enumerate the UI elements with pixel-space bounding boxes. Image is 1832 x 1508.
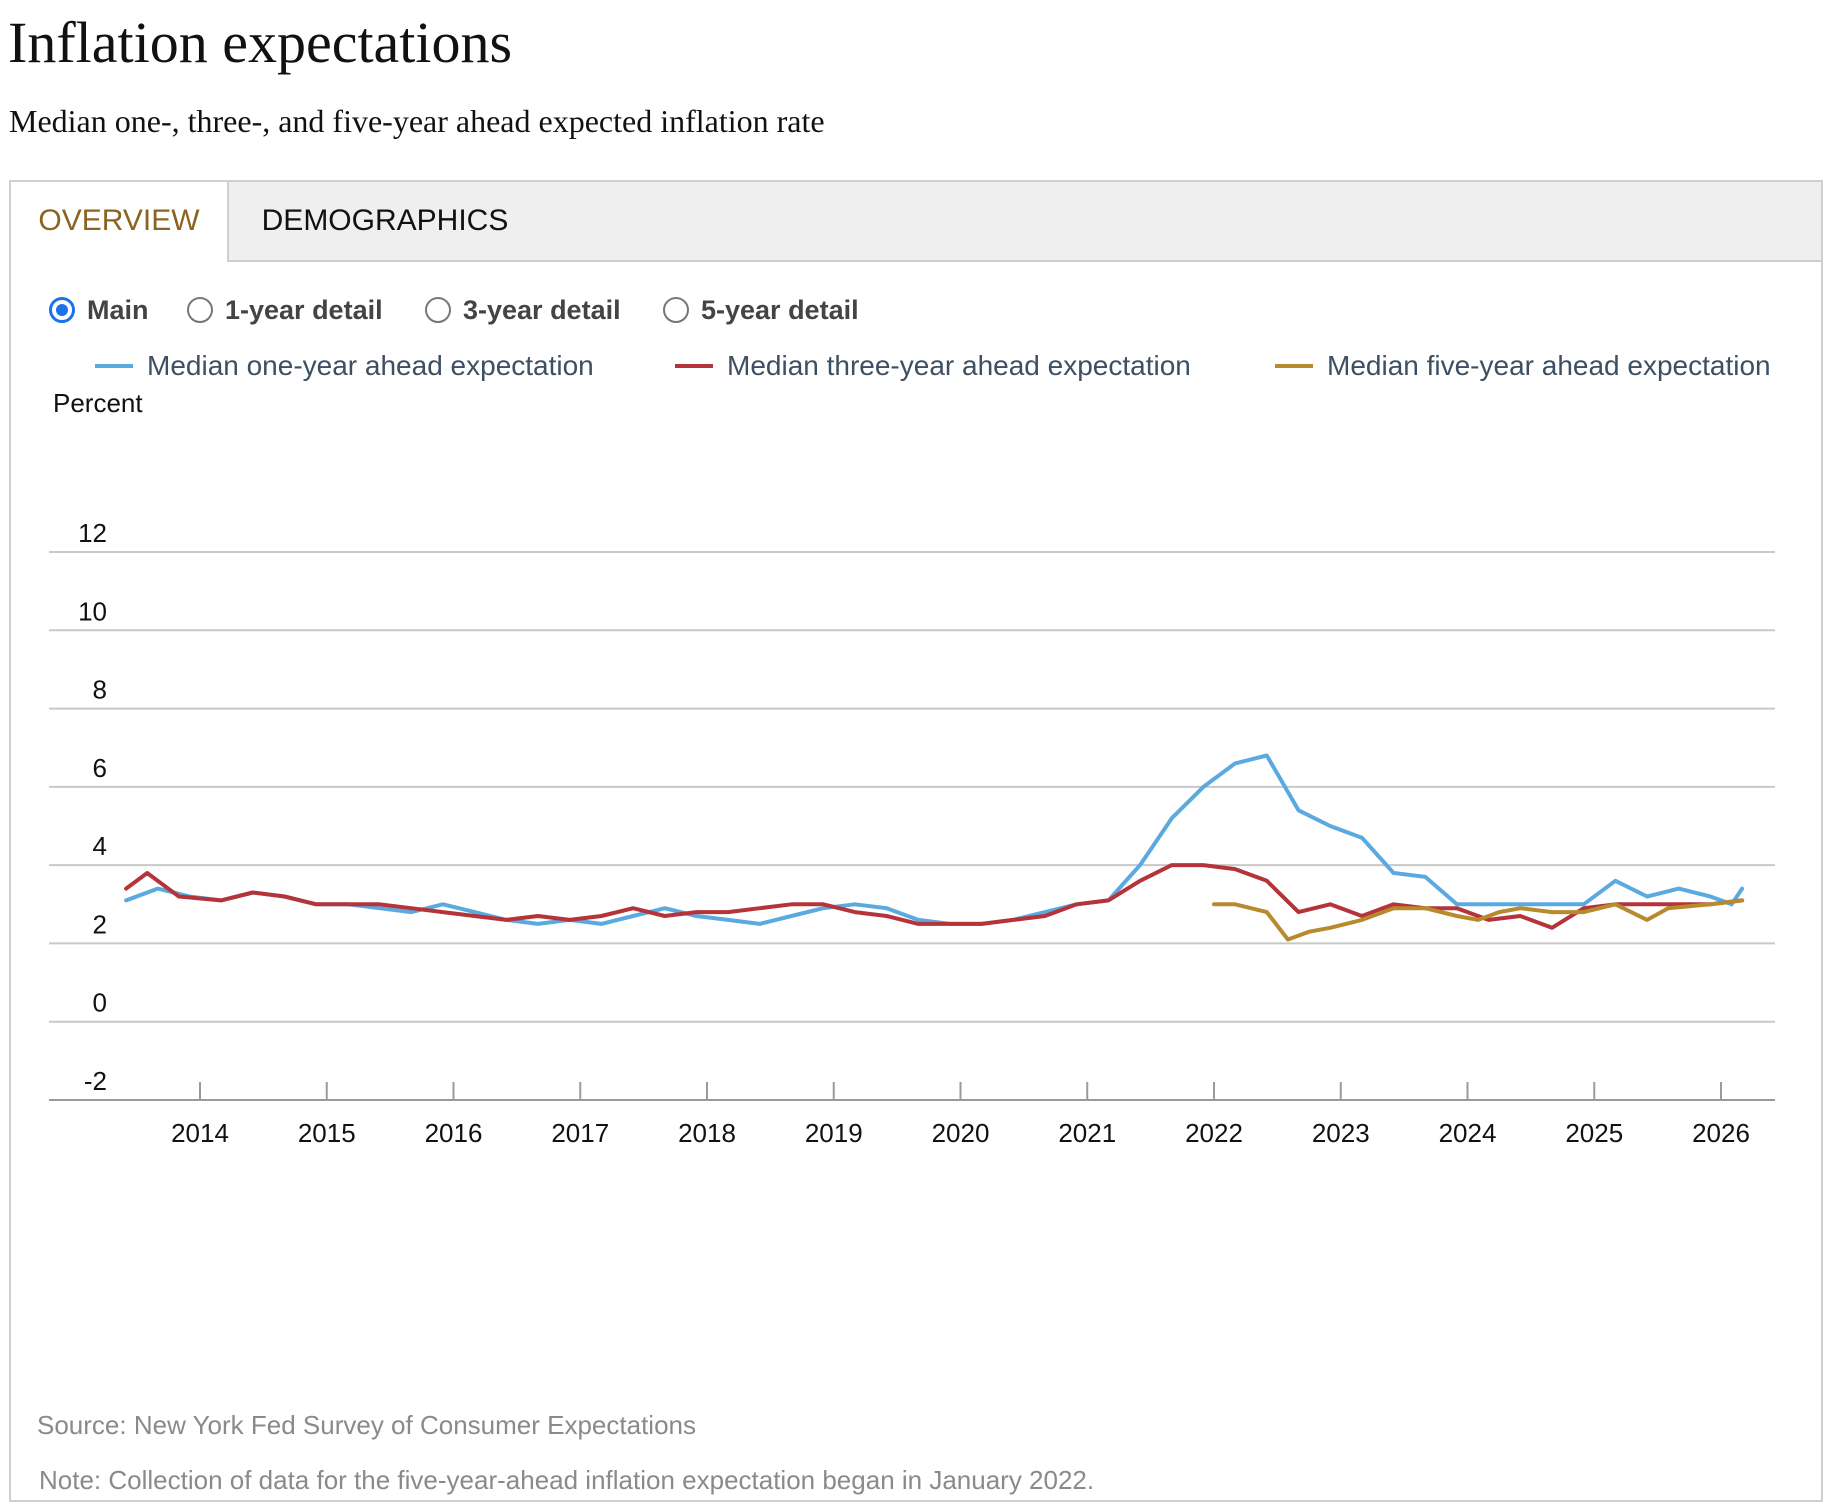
series-line-five-year xyxy=(1212,898,1745,942)
x-tick-label: 2015 xyxy=(298,1118,356,1148)
x-tick-label: 2017 xyxy=(551,1118,609,1148)
footnote: Note: Collection of data for the five-ye… xyxy=(39,1465,1095,1495)
page-title: Inflation expectations xyxy=(8,10,513,75)
series-line-three-year xyxy=(124,863,1745,930)
radio-5-year-circle[interactable] xyxy=(663,297,689,323)
y-axis-title: Percent xyxy=(53,388,143,418)
radio-5-year-label: 5-year detail xyxy=(701,294,859,325)
tab-overview[interactable]: OVERVIEW xyxy=(11,182,229,262)
series-line-one-year xyxy=(124,753,1745,926)
radio-3-year-label: 3-year detail xyxy=(463,294,621,325)
radio-main[interactable]: Main xyxy=(49,290,149,330)
chart-panel: OVERVIEW DEMOGRAPHICS Main 1-year detail… xyxy=(9,180,1823,1502)
y-tick-label: 10 xyxy=(78,596,107,626)
line-chart: -2 0 2 4 6 8 10 12 Percent 2014 2015 2016 2017 2018 20… xyxy=(49,350,1775,1148)
legend-label: Median five-year ahead expectation xyxy=(1327,350,1771,381)
y-tick-label: 8 xyxy=(93,675,107,705)
x-tick-label: 2014 xyxy=(171,1118,229,1148)
legend-label: Median one-year ahead expectation xyxy=(147,350,594,381)
radio-3-year-circle[interactable] xyxy=(425,297,451,323)
x-tick-label: 2025 xyxy=(1565,1118,1623,1148)
x-tick-label: 2023 xyxy=(1312,1118,1370,1148)
x-tick-label: 2018 xyxy=(678,1118,736,1148)
x-tick-label: 2019 xyxy=(805,1118,863,1148)
x-tick-label: 2024 xyxy=(1439,1118,1497,1148)
y-tick-label: 4 xyxy=(93,831,107,861)
y-tick-label: 0 xyxy=(93,988,107,1018)
x-tick-label: 2022 xyxy=(1185,1118,1243,1148)
x-tick-label: 2021 xyxy=(1058,1118,1116,1148)
x-tick-label: 2020 xyxy=(932,1118,990,1148)
x-tick-label: 2026 xyxy=(1692,1118,1750,1148)
y-tick-label: 12 xyxy=(78,518,107,548)
radio-5-year-detail[interactable]: 5-year detail xyxy=(663,290,859,330)
tab-bar: OVERVIEW DEMOGRAPHICS xyxy=(11,182,1821,262)
x-tick-label: 2016 xyxy=(425,1118,483,1148)
source-note: Source: New York Fed Survey of Consumer … xyxy=(37,1410,696,1440)
radio-1-year-label: 1-year detail xyxy=(225,294,383,325)
radio-main-label: Main xyxy=(87,294,149,325)
y-tick-label: 6 xyxy=(93,753,107,783)
y-tick-label: -2 xyxy=(84,1066,107,1096)
y-tick-label: 2 xyxy=(93,909,107,939)
legend-label: Median three-year ahead expectation xyxy=(727,350,1191,381)
radio-1-year-circle[interactable] xyxy=(187,297,213,323)
page-subtitle: Median one-, three-, and five-year ahead… xyxy=(9,103,825,139)
radio-1-year-detail[interactable]: 1-year detail xyxy=(187,290,383,330)
radio-3-year-detail[interactable]: 3-year detail xyxy=(425,290,621,330)
tab-demographics[interactable]: DEMOGRAPHICS xyxy=(261,204,509,237)
radio-main-circle[interactable] xyxy=(49,297,75,323)
